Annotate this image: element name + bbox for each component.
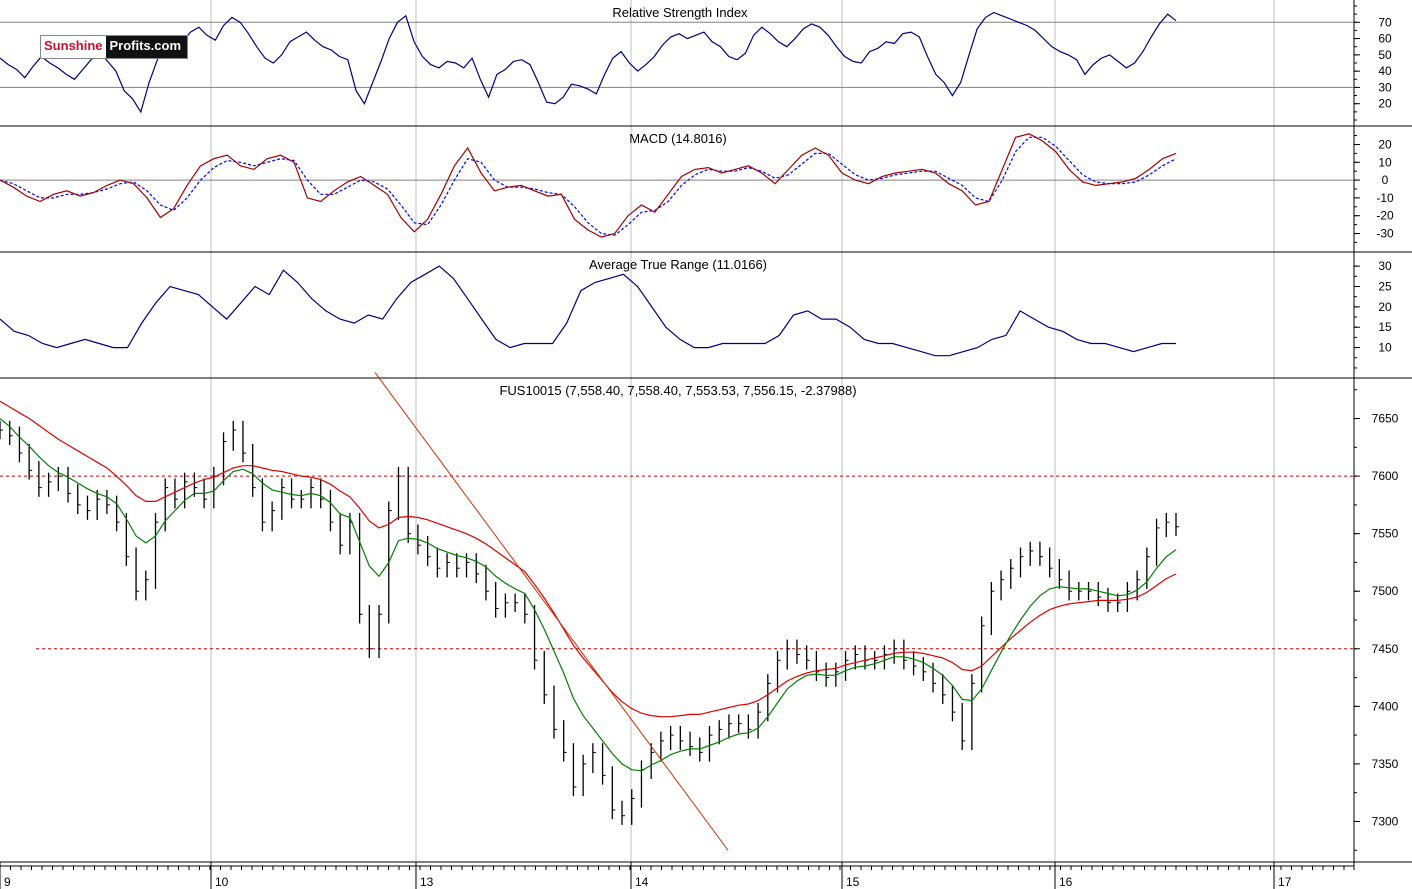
y-tick-label: 7350 — [1372, 757, 1399, 771]
y-tick-label: 30 — [1378, 259, 1392, 273]
brand-part2: Profits.com — [105, 36, 188, 58]
y-tick-label: 40 — [1378, 64, 1392, 78]
y-tick-label: 10 — [1378, 155, 1392, 169]
x-tick-label: 9 — [4, 875, 11, 889]
y-tick-label: 0 — [1382, 173, 1389, 187]
y-tick-label: -20 — [1376, 209, 1394, 223]
atr-panel: 10 15 20 25 30 — [0, 259, 1392, 369]
y-tick-label: 7600 — [1372, 469, 1399, 483]
x-tick-label: 17 — [1278, 875, 1292, 889]
atr-title: Average True Range (11.0166) — [589, 257, 767, 272]
macd-panel: -30 -20 -10 0 10 20 — [0, 133, 1394, 243]
brand-part1: Sunshine — [41, 36, 106, 58]
atr-line — [0, 265, 1176, 357]
fast-moving-average-line — [0, 418, 1177, 772]
y-tick-label: 7300 — [1372, 814, 1399, 828]
y-tick-label: -10 — [1376, 191, 1394, 205]
brand-logo: Sunshine Profits.com — [40, 35, 189, 59]
macd-line — [0, 133, 1177, 238]
rsi-panel: 20 30 40 50 60 70 — [0, 5, 1392, 121]
y-tick-label: 7400 — [1372, 699, 1399, 713]
y-tick-label: 50 — [1378, 48, 1392, 62]
y-tick-label: 20 — [1378, 97, 1392, 111]
x-tick-label: 16 — [1059, 875, 1073, 889]
y-tick-label: 7550 — [1372, 527, 1399, 541]
y-tick-label: 30 — [1378, 80, 1392, 94]
price-panel: 7300 7350 7400 7450 7500 7550 7600 7650 — [0, 372, 1399, 851]
y-tick-label: 25 — [1378, 280, 1392, 294]
rsi-title: Relative Strength Index — [612, 5, 748, 20]
y-tick-label: 20 — [1378, 137, 1392, 151]
x-tick-label: 15 — [846, 875, 860, 889]
y-tick-label: 15 — [1378, 320, 1392, 334]
slow-moving-average-line — [0, 400, 1177, 718]
x-tick-label: 13 — [420, 875, 434, 889]
x-tick-label: 10 — [215, 875, 229, 889]
x-axis: 9 10 13 14 15 16 17 — [0, 862, 1354, 889]
macd-signal-line — [0, 136, 1177, 236]
y-tick-label: 20 — [1378, 300, 1392, 314]
y-tick-label: 7650 — [1372, 412, 1399, 426]
x-tick-label: 14 — [635, 875, 649, 889]
y-tick-label: 7500 — [1372, 584, 1399, 598]
y-tick-label: 7450 — [1372, 642, 1399, 656]
panel-frames — [0, 0, 1412, 870]
time-gridlines — [210, 0, 1275, 862]
y-tick-label: 10 — [1378, 341, 1392, 355]
price-title: FUS10015 (7,558.40, 7,558.40, 7,553.53, … — [499, 383, 856, 398]
downtrend-line — [374, 372, 729, 851]
macd-title: MACD (14.8016) — [629, 131, 727, 146]
rsi-line — [0, 11, 1177, 114]
y-tick-label: 70 — [1378, 15, 1392, 29]
y-tick-label: -30 — [1376, 227, 1394, 241]
y-tick-label: 60 — [1378, 32, 1392, 46]
